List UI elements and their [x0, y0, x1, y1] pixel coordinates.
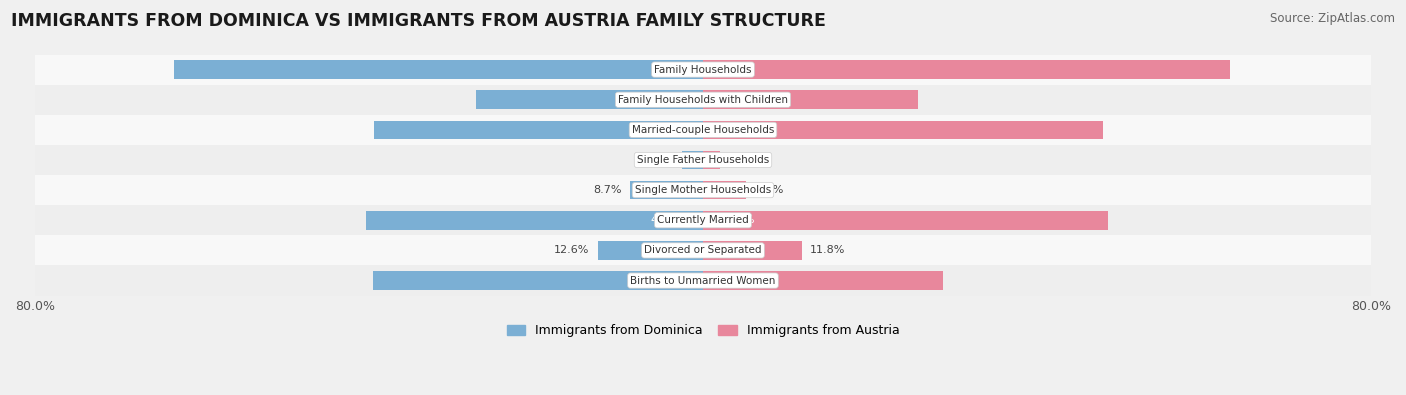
Text: Source: ZipAtlas.com: Source: ZipAtlas.com — [1270, 12, 1395, 25]
Bar — [373, 271, 703, 290]
Text: Currently Married: Currently Married — [657, 215, 749, 225]
Bar — [703, 150, 720, 169]
Text: 2.5%: 2.5% — [645, 155, 673, 165]
Text: 39.4%: 39.4% — [651, 125, 686, 135]
Text: 5.2%: 5.2% — [755, 185, 783, 195]
Bar — [703, 90, 918, 109]
Text: Family Households with Children: Family Households with Children — [619, 95, 787, 105]
Text: 11.8%: 11.8% — [810, 245, 845, 256]
Text: Family Households: Family Households — [654, 64, 752, 75]
Bar — [35, 85, 1371, 115]
Bar — [703, 271, 942, 290]
Bar — [173, 60, 703, 79]
Bar — [35, 145, 1371, 175]
Legend: Immigrants from Dominica, Immigrants from Austria: Immigrants from Dominica, Immigrants fro… — [502, 320, 904, 342]
Text: 63.4%: 63.4% — [651, 64, 686, 75]
Text: 28.7%: 28.7% — [720, 276, 755, 286]
Bar — [682, 150, 703, 169]
Text: 48.5%: 48.5% — [720, 215, 755, 225]
Text: IMMIGRANTS FROM DOMINICA VS IMMIGRANTS FROM AUSTRIA FAMILY STRUCTURE: IMMIGRANTS FROM DOMINICA VS IMMIGRANTS F… — [11, 12, 827, 30]
Bar — [35, 115, 1371, 145]
Bar — [703, 60, 1230, 79]
Text: Single Mother Households: Single Mother Households — [636, 185, 770, 195]
Bar — [367, 211, 703, 229]
Text: 39.5%: 39.5% — [651, 276, 686, 286]
Bar — [598, 241, 703, 260]
Bar — [35, 205, 1371, 235]
Text: 25.8%: 25.8% — [720, 95, 755, 105]
Text: 2.0%: 2.0% — [728, 155, 756, 165]
Text: 40.3%: 40.3% — [651, 215, 686, 225]
Text: Single Father Households: Single Father Households — [637, 155, 769, 165]
Bar — [703, 241, 801, 260]
Text: 12.6%: 12.6% — [554, 245, 589, 256]
Text: Births to Unmarried Women: Births to Unmarried Women — [630, 276, 776, 286]
Text: 8.7%: 8.7% — [593, 185, 621, 195]
Bar — [703, 211, 1108, 229]
Bar — [703, 181, 747, 199]
Bar — [475, 90, 703, 109]
Bar — [374, 120, 703, 139]
Text: 47.9%: 47.9% — [720, 125, 755, 135]
Bar — [35, 265, 1371, 295]
Bar — [35, 235, 1371, 265]
Bar — [35, 55, 1371, 85]
Text: 27.2%: 27.2% — [651, 95, 686, 105]
Bar — [703, 120, 1102, 139]
Bar — [35, 175, 1371, 205]
Text: Divorced or Separated: Divorced or Separated — [644, 245, 762, 256]
Text: 63.1%: 63.1% — [720, 64, 755, 75]
Text: Married-couple Households: Married-couple Households — [631, 125, 775, 135]
Bar — [630, 181, 703, 199]
